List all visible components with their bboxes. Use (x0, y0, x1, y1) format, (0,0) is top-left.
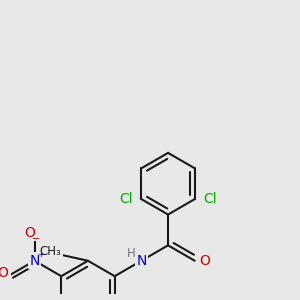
Text: −: − (32, 234, 40, 244)
Text: H: H (128, 247, 136, 260)
Text: O: O (24, 226, 35, 240)
Text: O: O (199, 254, 210, 268)
Text: N: N (136, 254, 146, 268)
Text: CH₃: CH₃ (40, 245, 62, 258)
Text: Cl: Cl (203, 192, 217, 206)
Text: Cl: Cl (119, 192, 133, 206)
Text: N: N (29, 254, 40, 268)
Text: +: + (37, 250, 44, 260)
Text: O: O (0, 266, 8, 280)
